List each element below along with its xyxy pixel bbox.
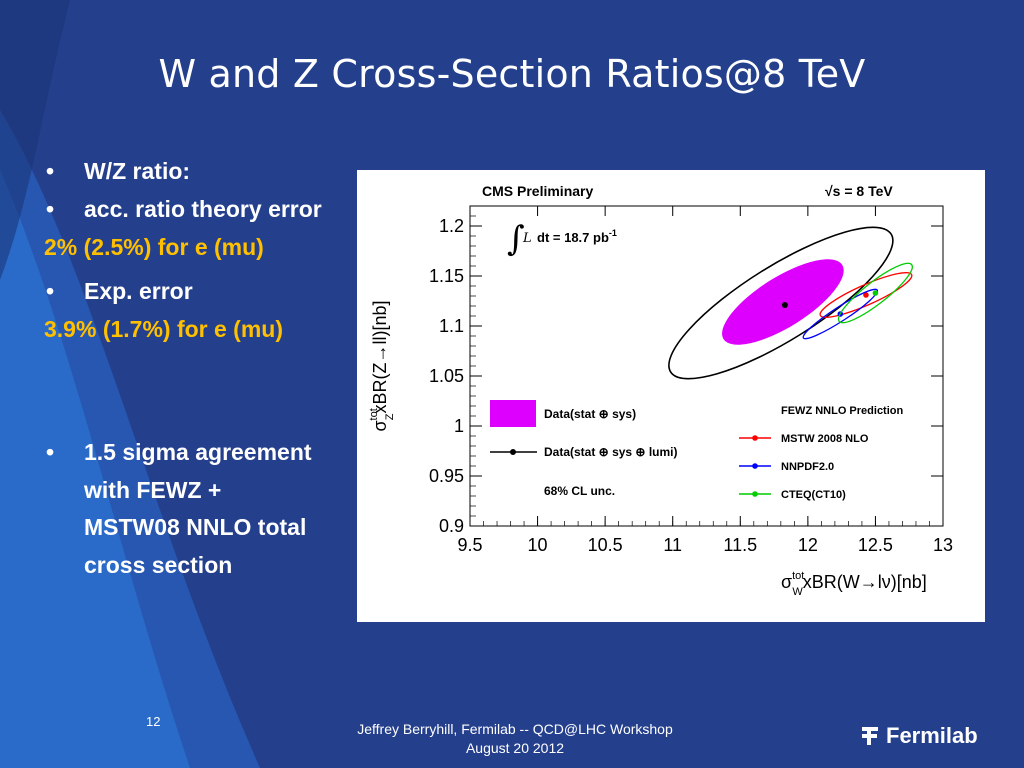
- prediction-legend-marker: [752, 463, 758, 469]
- y-tick-label: 0.9: [439, 516, 464, 536]
- prediction-legend-marker: [752, 435, 758, 441]
- y-tick-label: 1.15: [429, 266, 464, 286]
- page-number: 12: [146, 714, 161, 729]
- prediction-point: [872, 290, 879, 296]
- slide-title: W and Z Cross-Section Ratios@8 TeV: [158, 52, 866, 96]
- axis-ticks: 9.5 10 10.5 11 11.5 12 12.5 13 0.9 0.95 1 1.05 1.1 1.…: [429, 205, 953, 555]
- y-tick-label: 1: [454, 416, 464, 436]
- x-tick-label: 11.5: [723, 535, 757, 555]
- legend-line-label: Data(stat ⊕ sys ⊕ lumi): [544, 445, 677, 459]
- bullet-text: W/Z ratio:: [84, 158, 191, 184]
- legend-fill-swatch: [490, 400, 536, 427]
- x-tick-label: 9.5: [457, 535, 482, 555]
- bullet-item: • Exp. error: [44, 272, 344, 310]
- prediction-ellipse: [802, 288, 879, 340]
- y-tick-label: 0.95: [429, 466, 464, 486]
- fermilab-logo-icon: [862, 727, 878, 745]
- footer-line-1: Jeffrey Berryhill, Fermilab -- QCD@LHC W…: [357, 721, 673, 737]
- legend-line-marker: [510, 449, 516, 455]
- data-point: [781, 302, 788, 308]
- bullet-text: 1.5 sigma agreement with FEWZ + MSTW08 N…: [84, 439, 312, 578]
- chart-header-right: √s = 8 TeV: [825, 183, 893, 199]
- prediction-legend-label: MSTW 2008 NLO: [781, 433, 869, 445]
- footer: Jeffrey Berryhill, Fermilab -- QCD@LHC W…: [300, 720, 730, 758]
- highlight-text: 2% (2.5%) for e (mu): [44, 234, 264, 260]
- x-tick-label: 11: [663, 535, 682, 555]
- y-tick-label: 1.2: [439, 216, 464, 236]
- legend-fill-label: Data(stat ⊕ sys): [544, 407, 636, 421]
- x-tick-label: 10.5: [588, 535, 623, 555]
- bullet-marker: •: [46, 439, 55, 465]
- y-tick-label: 1.1: [439, 316, 464, 336]
- bullet-text: Exp. error: [84, 278, 193, 304]
- y-axis-label: σtot ZxBR(Z→ll)[nb]: [368, 300, 396, 431]
- ellipse-stat-sys-lumi: [668, 226, 894, 380]
- bullet-item: • W/Z ratio:: [44, 152, 344, 190]
- ellipse-stat-sys: [722, 259, 844, 345]
- x-tick-label: 13: [933, 535, 953, 555]
- fermilab-logo: Fermilab: [858, 723, 978, 749]
- prediction-ellipse: [819, 272, 913, 318]
- chart-header-left: CMS Preliminary: [482, 183, 593, 199]
- x-tick-label: 10: [528, 535, 548, 555]
- lumi-integral-sign: ∫: [507, 219, 525, 259]
- bullet-list: • W/Z ratio: • acc. ratio theory error 2…: [44, 152, 344, 584]
- lumi-label: dt = 18.7 pb-1: [537, 228, 617, 245]
- footer-line-2: August 20 2012: [465, 740, 565, 756]
- plot-frame: [469, 205, 944, 527]
- bullet-item: • acc. ratio theory error: [44, 190, 344, 228]
- bullet-marker: •: [46, 278, 55, 304]
- highlight-text: 3.9% (1.7%) for e (mu): [44, 316, 283, 342]
- lumi-L-symbol: L: [522, 231, 532, 246]
- x-tick-label: 12: [798, 535, 818, 555]
- prediction-ellipse: [837, 262, 913, 324]
- x-axis-label: σtot WxBR(W→lν)[nb]: [781, 570, 927, 598]
- logo-text: Fermilab: [886, 723, 978, 748]
- prediction-legend-label: CTEQ(CT10): [781, 489, 846, 501]
- x-tick-label: 12.5: [858, 535, 893, 555]
- prediction-legend-label: NNPDF2.0: [781, 461, 834, 473]
- bullet-marker: •: [46, 196, 55, 222]
- y-tick-label: 1.05: [429, 366, 464, 386]
- bullet-text: acc. ratio theory error: [84, 196, 322, 222]
- bullet-item: • 1.5 sigma agreement with FEWZ + MSTW08…: [44, 434, 314, 584]
- legend-cl-label: 68% CL unc.: [544, 484, 615, 498]
- bullet-marker: •: [46, 158, 55, 184]
- chart-panel: CMS Preliminary √s = 8 TeV 9.5 10 10.5 11 11…: [357, 170, 985, 622]
- prediction-point: [863, 292, 869, 298]
- prediction-legend: MSTW 2008 NLO NNPDF2.0 CTEQ(CT10): [739, 433, 869, 501]
- chart-marks: [668, 226, 913, 380]
- legend-pred-title: FEWZ NNLO Prediction: [781, 405, 904, 417]
- ratio-chart: CMS Preliminary √s = 8 TeV 9.5 10 10.5 11 11…: [368, 183, 953, 598]
- prediction-legend-marker: [752, 491, 758, 497]
